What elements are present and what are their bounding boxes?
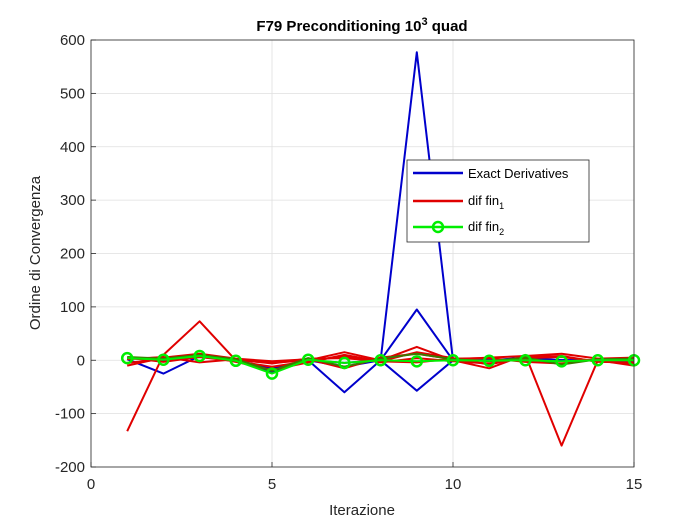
legend-entry-dif-fin-2: dif fin2 — [413, 219, 504, 237]
data-point-marker — [446, 354, 460, 367]
x-tick-label: 5 — [268, 476, 276, 493]
data-point-marker — [591, 354, 605, 367]
legend-label-exact-main: Exact Derivatives — [468, 166, 569, 181]
data-point-marker — [374, 354, 387, 367]
legend-label-dif-fin-1-sub: 1 — [499, 201, 504, 211]
data-point-marker — [120, 351, 134, 365]
y-axis-label: Ordine di Convergenza — [27, 175, 44, 330]
plot-area: 0 5 10 15 -200 -100 0 100 200 300 400 500 600 — [55, 32, 642, 493]
legend-label-dif-fin-2-sub: 2 — [499, 227, 504, 237]
x-tick-label: 15 — [626, 476, 643, 493]
y-tick-label: -200 — [55, 459, 85, 476]
data-point-marker — [410, 355, 424, 368]
data-point-marker — [482, 354, 496, 368]
ticks: 0 5 10 15 -200 -100 0 100 200 300 400 500 600 — [55, 32, 642, 493]
series-line-dif-fin-2-8 — [127, 352, 635, 372]
legend-label-dif-fin-2-main: dif fin — [468, 219, 499, 234]
y-tick-label: 100 — [60, 299, 85, 316]
legend-entry-dif-fin-1: dif fin1 — [413, 193, 504, 211]
legend-entry-exact: Exact Derivatives — [413, 166, 569, 181]
data-point-marker — [265, 367, 279, 380]
y-tick-label: 500 — [60, 85, 85, 102]
legend-marker-dif-fin-2 — [431, 220, 445, 234]
x-tick-label: 10 — [445, 476, 462, 493]
chart-title-main: F79 Preconditioning 10 — [256, 18, 421, 35]
legend-label-dif-fin-2: dif fin2 — [468, 219, 504, 237]
legend: Exact Derivatives dif fin1 dif fin2 — [406, 159, 590, 243]
y-tick-label: 300 — [60, 192, 85, 209]
x-tick-label: 0 — [87, 476, 95, 493]
chart-title-superscript: 3 — [421, 16, 427, 28]
y-tick-label: 600 — [60, 32, 85, 49]
data-point-marker — [157, 353, 170, 366]
data-point-marker — [193, 349, 206, 363]
chart-title-suffix: quad — [428, 18, 468, 35]
y-tick-label: 400 — [60, 139, 85, 156]
x-axis-label: Iterazione — [329, 502, 395, 519]
y-tick-label: 0 — [77, 352, 85, 369]
legend-label-dif-fin-1-main: dif fin — [468, 193, 499, 208]
y-tick-label: 200 — [60, 246, 85, 263]
series-layer — [120, 51, 641, 447]
chart-title: F79 Preconditioning 103 quad — [256, 16, 467, 35]
y-tick-label: -100 — [55, 406, 85, 423]
series-line-dif-fin-2-9 — [127, 355, 634, 375]
legend-label-dif-fin-1: dif fin1 — [468, 193, 504, 211]
data-point-marker — [555, 355, 568, 368]
data-point-marker — [519, 354, 532, 367]
data-point-marker — [229, 354, 243, 368]
legend-label-exact: Exact Derivatives — [468, 166, 569, 181]
data-point-marker — [338, 356, 351, 370]
data-point-marker — [301, 353, 315, 366]
